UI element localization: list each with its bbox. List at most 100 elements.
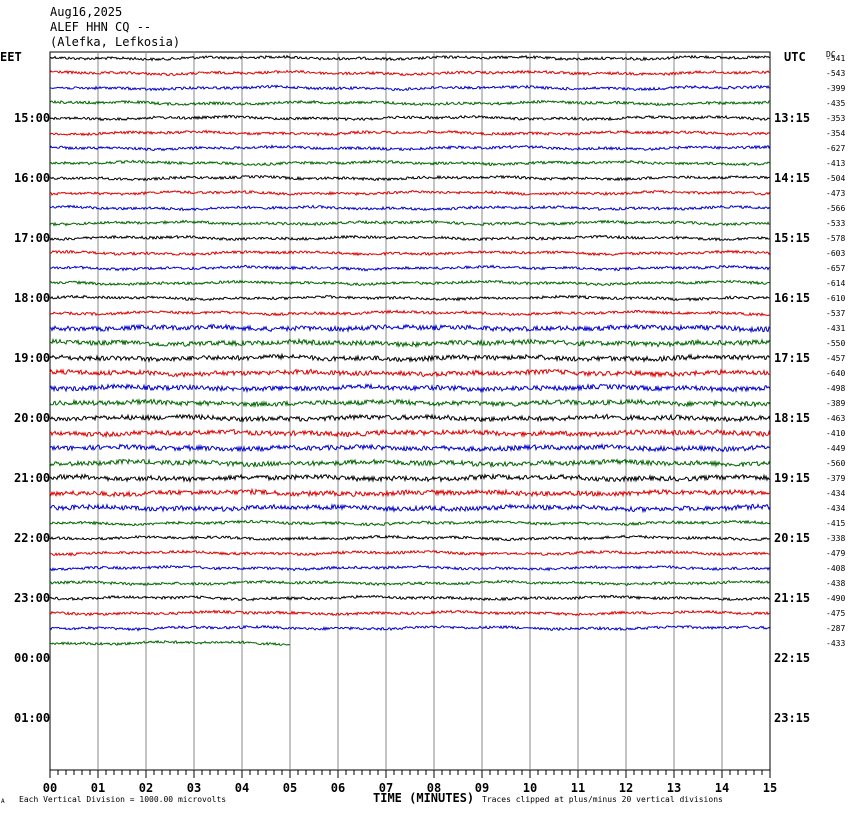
dc-offset-label: -389 [826, 399, 845, 408]
seismic-trace [49, 519, 771, 527]
dc-offset-label: -434 [826, 489, 845, 498]
seismic-trace [49, 234, 771, 242]
left-hour-label: 19:00 [14, 351, 50, 365]
x-tick-label: 11 [571, 781, 585, 795]
seismic-trace [49, 472, 771, 484]
seismic-trace [49, 549, 771, 557]
dc-offset-label: -578 [826, 234, 845, 243]
dc-offset-label: -408 [826, 564, 845, 573]
dc-offset-label: -475 [826, 609, 845, 618]
x-tick-label: 00 [43, 781, 57, 795]
dc-offset-label: -490 [826, 594, 845, 603]
x-tick-label: 05 [283, 781, 297, 795]
x-tick-label: 06 [331, 781, 345, 795]
dc-offset-label: -287 [826, 624, 845, 633]
x-tick-label: 10 [523, 781, 537, 795]
x-tick-label: 04 [235, 781, 249, 795]
x-tick-label: 15 [763, 781, 777, 795]
dc-offset-label: -533 [826, 219, 845, 228]
seismic-trace [49, 99, 771, 107]
dc-offset-label: -338 [826, 534, 845, 543]
dc-offset-label: -603 [826, 249, 845, 258]
dc-offset-label: -640 [826, 369, 845, 378]
scale-note: Each Vertical Division = 1000.00 microvo… [19, 795, 226, 804]
dc-offset-label: -498 [826, 384, 845, 393]
plot-frame [49, 51, 771, 771]
seismic-trace [49, 382, 771, 394]
x-tick-label: 13 [667, 781, 681, 795]
dc-offset-label: -614 [826, 279, 845, 288]
dc-offset-label: -479 [826, 549, 845, 558]
seismic-trace [49, 624, 771, 632]
seismic-trace [49, 413, 771, 423]
seismic-trace [49, 502, 771, 514]
right-hour-label: 14:15 [774, 171, 810, 185]
seismic-trace [49, 428, 771, 439]
xaxis-title: TIME (MINUTES) [373, 791, 474, 805]
seismic-trace [49, 54, 771, 62]
seismic-trace [49, 609, 771, 617]
seismic-trace [49, 309, 771, 317]
dc-offset-label: -433 [826, 639, 845, 648]
dc-offset-label: -413 [826, 159, 845, 168]
right-hour-label: 16:15 [774, 291, 810, 305]
right-hour-label: 18:15 [774, 411, 810, 425]
left-hour-label: 00:00 [14, 651, 50, 665]
dc-offset-label: -399 [826, 84, 845, 93]
x-tick-label: 07 [379, 781, 393, 795]
left-hour-label: 20:00 [14, 411, 50, 425]
seismic-trace [49, 159, 771, 167]
seismic-trace [49, 129, 771, 137]
dc-offset-label: -473 [826, 189, 845, 198]
right-hour-label: 23:15 [774, 711, 810, 725]
right-hour-label: 17:15 [774, 351, 810, 365]
x-tick-label: 03 [187, 781, 201, 795]
seismic-trace [49, 294, 771, 302]
left-hour-label: 21:00 [14, 471, 50, 485]
dc-offset-label: -353 [826, 114, 845, 123]
left-hour-label: 17:00 [14, 231, 50, 245]
dc-offset-label: -410 [826, 429, 845, 438]
right-hour-label: 21:15 [774, 591, 810, 605]
seismic-trace [50, 84, 771, 92]
dc-offset-label: -457 [826, 354, 845, 363]
dc-offset-label: -550 [826, 339, 845, 348]
dc-offset-label: -434 [826, 504, 845, 513]
seismic-trace [49, 114, 771, 122]
seismic-trace [49, 368, 771, 379]
seismic-trace [49, 639, 291, 646]
left-hour-label: 16:00 [14, 171, 50, 185]
seismic-trace [49, 249, 771, 257]
left-hour-label: 01:00 [14, 711, 50, 725]
dc-offset-label: -610 [826, 294, 845, 303]
seismic-trace [49, 174, 771, 182]
seismic-trace [49, 487, 771, 498]
seismic-trace [49, 398, 771, 408]
left-hour-label: 22:00 [14, 531, 50, 545]
dc-offset-label: -435 [826, 99, 845, 108]
dc-offset-label: -543 [826, 69, 845, 78]
right-hour-label: 13:15 [774, 111, 810, 125]
dc-offset-label: -504 [826, 174, 845, 183]
seismic-trace [49, 458, 771, 469]
location-label: (Alefka, Lefkosia) [50, 35, 181, 49]
seismic-trace [49, 579, 771, 587]
seismic-trace [49, 144, 771, 152]
dc-offset-label: -438 [826, 579, 845, 588]
x-tick-label: 12 [619, 781, 633, 795]
dc-offset-label: -415 [826, 519, 845, 528]
x-tick-label: 08 [427, 781, 441, 795]
right-hour-label: 19:15 [774, 471, 810, 485]
left-hour-label: 18:00 [14, 291, 50, 305]
station-label: ALEF HHN CQ -- [50, 20, 152, 34]
x-tick-label: 09 [475, 781, 489, 795]
x-tick-label: 01 [91, 781, 105, 795]
dc-header-label: DC [826, 50, 836, 59]
seismic-trace [49, 323, 771, 334]
seismic-trace [49, 204, 771, 212]
seismic-trace [49, 69, 771, 77]
seismic-trace [49, 594, 771, 602]
dc-offset-label: -566 [826, 204, 845, 213]
seismic-trace [49, 189, 771, 197]
